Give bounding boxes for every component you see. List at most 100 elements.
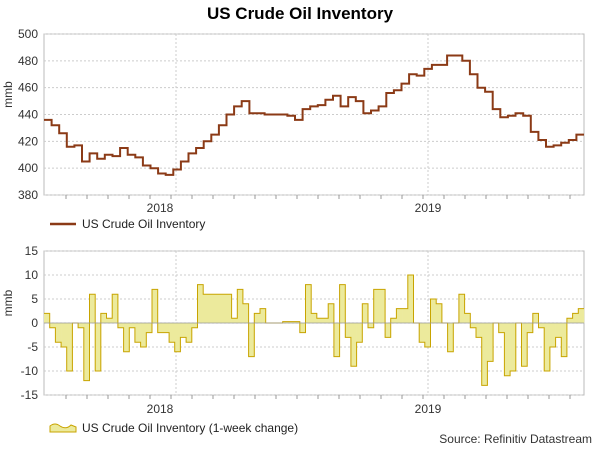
y-axis-title: mmb (1, 81, 15, 108)
chart-title: US Crude Oil Inventory (206, 4, 394, 23)
change-bar (242, 303, 249, 323)
series-line-us-crude-oil-inventory (44, 54, 584, 176)
y-tick-label: 420 (18, 134, 38, 148)
change-bar (407, 275, 414, 323)
change-bar (294, 321, 301, 323)
change-bar (362, 303, 369, 323)
change-bar (566, 318, 573, 323)
change-bar (299, 323, 306, 333)
change-bar (288, 321, 295, 323)
change-bar (476, 323, 482, 338)
change-bar (328, 303, 335, 323)
change-bar (368, 323, 374, 328)
change-bar (572, 313, 579, 323)
change-bar (260, 308, 266, 323)
change-bar (197, 284, 204, 323)
change-bar (521, 323, 528, 367)
change-bar (356, 323, 363, 343)
x-tick-label: 2018 (147, 201, 174, 215)
change-bar (464, 313, 471, 323)
change-bar (350, 323, 357, 367)
change-bar (203, 294, 210, 323)
change-bar (78, 323, 85, 328)
change-bar (248, 323, 255, 357)
series-outline-1-week-change (44, 274, 584, 386)
change-bar (373, 289, 380, 323)
change-bar (100, 313, 107, 323)
change-bar (146, 323, 153, 333)
change-bar (191, 323, 198, 328)
y-tick-label: 5 (31, 292, 38, 306)
change-bar (396, 308, 403, 323)
y-tick-label: 440 (18, 108, 38, 122)
change-bar (55, 323, 62, 343)
change-bar (532, 313, 539, 323)
change-bar (447, 323, 454, 352)
change-bar (140, 323, 147, 347)
change-bar (578, 308, 585, 323)
y-tick-label: 15 (25, 244, 39, 258)
change-bar (112, 294, 119, 323)
y-tick-label: 380 (18, 188, 38, 202)
change-bar (345, 323, 352, 338)
change-bar (333, 323, 340, 357)
change-bar (510, 323, 517, 371)
change-bar (436, 303, 443, 323)
change-bar (549, 323, 556, 347)
legend-label: US Crude Oil Inventory (82, 217, 205, 231)
y-tick-label: 10 (25, 268, 39, 282)
y-tick-label: -5 (27, 340, 38, 354)
y-tick-label: 400 (18, 161, 38, 175)
change-bar (498, 323, 505, 333)
change-bar (470, 323, 477, 328)
change-bar (49, 323, 56, 328)
change-bar (322, 318, 329, 323)
y-tick-label: 0 (31, 316, 38, 330)
y-tick-label: -10 (21, 364, 39, 378)
x-tick-label: 2019 (415, 402, 442, 416)
change-bar (208, 294, 215, 323)
change-bar (220, 294, 227, 323)
change-bar (169, 323, 176, 343)
change-bar (163, 323, 170, 333)
change-bar (504, 323, 511, 376)
y-tick-label: 460 (18, 81, 38, 95)
change-bar (152, 289, 158, 323)
change-bar (117, 323, 124, 328)
change-bar (282, 321, 289, 323)
change-bar (385, 323, 392, 338)
change-bar (424, 323, 431, 347)
change-bar (89, 294, 96, 323)
change-bar (61, 323, 68, 347)
y-tick-label: 480 (18, 54, 38, 68)
change-bar (254, 313, 261, 323)
change-bar (379, 289, 386, 323)
change-bar (561, 323, 568, 357)
change-bar (419, 323, 426, 343)
change-bar (44, 313, 50, 323)
change-bar (402, 308, 409, 323)
change-bar (231, 318, 238, 323)
change-bar (305, 284, 312, 323)
level-chart: 380 400 420 440 460 480 500 2018 2019 mmb US Crude… (1, 27, 585, 231)
legend-label: US Crude Oil Inventory (1-week change) (82, 421, 298, 435)
change-bar (237, 289, 244, 323)
change-bar (481, 323, 488, 386)
legend-swatch (49, 423, 77, 433)
change-bar (458, 294, 465, 323)
change-bar (83, 323, 90, 381)
change-bar (174, 323, 181, 352)
change-bar (123, 323, 130, 352)
change-bar (157, 323, 164, 333)
change-bar (129, 323, 136, 328)
change-bar (186, 323, 193, 343)
y-tick-label: 500 (18, 27, 38, 41)
change-bar (316, 318, 323, 323)
x-tick-label: 2018 (147, 402, 174, 416)
y-tick-label: -15 (21, 388, 39, 402)
change-bar (390, 318, 397, 323)
change-bar (544, 323, 551, 371)
source-note: Source: Refinitiv Datastream (439, 432, 592, 446)
change-bar (430, 299, 437, 323)
